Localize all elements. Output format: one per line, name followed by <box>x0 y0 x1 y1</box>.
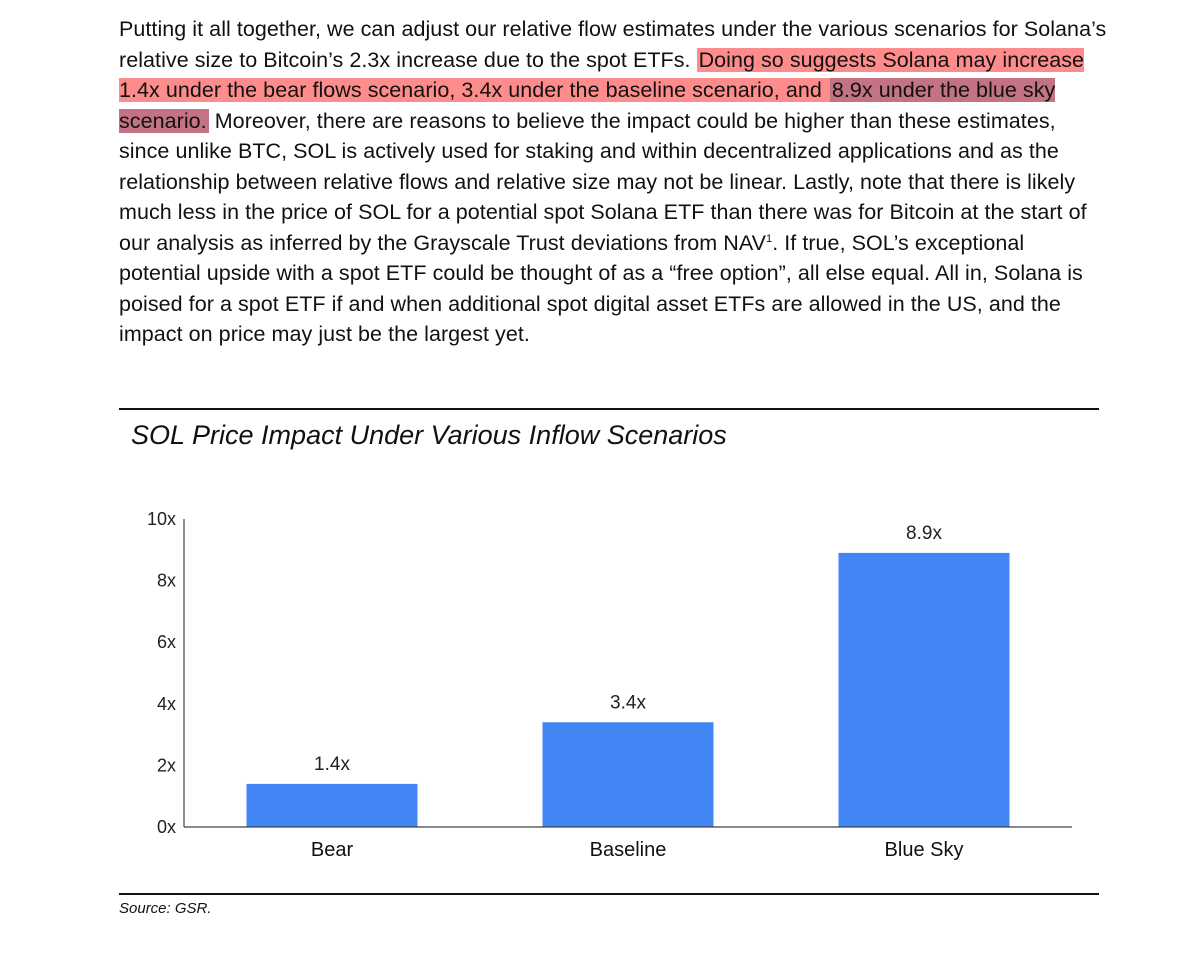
bar-baseline <box>542 722 714 827</box>
top-divider <box>119 408 1099 410</box>
footnote-marker: 1 <box>766 232 773 245</box>
source-note: Source: GSR. <box>119 900 212 917</box>
data-label: 1.4x <box>314 754 350 775</box>
chart-title: SOL Price Impact Under Various Inflow Sc… <box>131 420 727 450</box>
paragraph-text-2: Moreover, there are reasons to believe t… <box>119 108 1087 255</box>
x-tick-label: Baseline <box>590 839 667 861</box>
paragraph-text-3: . If true, SOL’s exceptional potential u… <box>119 230 1083 347</box>
body-paragraph: Putting it all together, we can adjust o… <box>119 14 1109 350</box>
x-tick-label: Blue Sky <box>885 839 964 861</box>
y-tick-label: 8x <box>157 571 176 591</box>
bar-blue-sky <box>838 552 1010 827</box>
y-tick-label: 4x <box>157 694 176 714</box>
bottom-divider <box>119 893 1099 895</box>
y-tick-label: 0x <box>157 817 176 837</box>
y-tick-label: 2x <box>157 755 176 775</box>
data-label: 8.9x <box>906 523 942 544</box>
x-tick-label: Bear <box>311 839 354 861</box>
y-tick-label: 10x <box>147 509 176 529</box>
y-tick-label: 6x <box>157 632 176 652</box>
paragraph-text-1: Putting it all together, we can adjust o… <box>119 17 1107 72</box>
bar-bear <box>246 783 418 827</box>
data-label: 3.4x <box>610 692 646 713</box>
